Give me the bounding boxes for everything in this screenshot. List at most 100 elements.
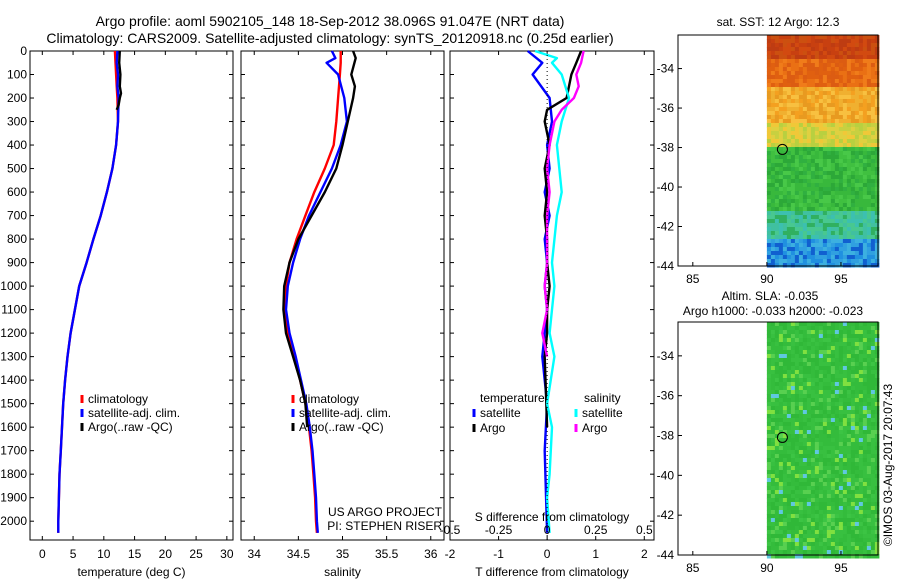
heatmap-cell	[782, 211, 788, 216]
heatmap-cell	[874, 402, 880, 407]
heatmap-cell	[782, 131, 788, 136]
heatmap-cell	[838, 183, 844, 188]
heatmap-cell	[810, 350, 816, 355]
heatmap-cell	[842, 43, 848, 48]
heatmap-cell	[814, 502, 820, 507]
heatmap-cell	[846, 398, 852, 403]
heatmap-cell	[866, 414, 872, 419]
heatmap-cell	[866, 478, 872, 483]
heatmap-cell	[858, 167, 864, 172]
heatmap-cell	[850, 175, 856, 180]
heatmap-cell	[842, 526, 848, 531]
heatmap-cell	[814, 183, 820, 188]
heatmap-cell	[798, 538, 804, 543]
heatmap-cell	[794, 191, 800, 196]
heatmap-cell	[806, 334, 812, 339]
heatmap-cell	[842, 418, 848, 423]
heatmap-cell	[826, 370, 832, 375]
heatmap-cell	[766, 87, 772, 92]
heatmap-cell	[770, 95, 776, 100]
heatmap-cell	[870, 410, 876, 415]
heatmap-cell	[854, 115, 860, 120]
heatmap-cell	[766, 530, 772, 535]
heatmap-cell	[850, 358, 856, 363]
heatmap-cell	[810, 87, 816, 92]
heatmap-cell	[830, 514, 836, 519]
heatmap-cell	[870, 522, 876, 527]
heatmap-cell	[822, 115, 828, 120]
heatmap-cell	[866, 215, 872, 220]
heatmap-cell	[786, 354, 792, 359]
heatmap-cell	[774, 243, 780, 248]
heatmap-cell	[862, 550, 868, 555]
heatmap-cell	[778, 482, 784, 487]
heatmap-cell	[818, 470, 824, 475]
heatmap-cell	[870, 394, 876, 399]
heatmap-cell	[774, 87, 780, 92]
heatmap-cell	[778, 131, 784, 136]
heatmap-cell	[858, 35, 864, 40]
heatmap-cell	[786, 502, 792, 507]
heatmap-cell	[806, 35, 812, 40]
heatmap-cell	[854, 546, 860, 551]
heatmap-cell	[858, 362, 864, 367]
heatmap-cell	[790, 127, 796, 132]
heatmap-cell	[770, 354, 776, 359]
heatmap-cell	[838, 358, 844, 363]
heatmap-cell	[870, 167, 876, 172]
heatmap-cell	[838, 326, 844, 331]
heatmap-cell	[786, 215, 792, 220]
heatmap-cell	[826, 406, 832, 411]
heatmap-cell	[834, 458, 840, 463]
heatmap-cell	[810, 406, 816, 411]
heatmap-cell	[790, 39, 796, 44]
heatmap-cell	[866, 510, 872, 515]
heatmap-cell	[778, 115, 784, 120]
heatmap-cell	[866, 99, 872, 104]
heatmap-cell	[866, 79, 872, 84]
heatmap-cell	[870, 219, 876, 224]
heatmap-cell	[782, 406, 788, 411]
heatmap-cell	[838, 478, 844, 483]
heatmap-cell	[854, 466, 860, 471]
heatmap-cell	[866, 350, 872, 355]
heatmap-cell	[782, 330, 788, 335]
heatmap-cell	[798, 107, 804, 112]
heatmap-cell	[858, 394, 864, 399]
heatmap-cell	[794, 454, 800, 459]
heatmap-cell	[806, 446, 812, 451]
heatmap-cell	[846, 478, 852, 483]
heatmap-cell	[842, 398, 848, 403]
heatmap-cell	[770, 163, 776, 168]
heatmap-cell	[870, 191, 876, 196]
heatmap-cell	[842, 51, 848, 56]
heatmap-cell	[774, 155, 780, 160]
heatmap-cell	[794, 247, 800, 252]
heatmap-cell	[782, 350, 788, 355]
heatmap-cell	[778, 219, 784, 224]
heatmap-cell	[834, 486, 840, 491]
heatmap-cell	[802, 506, 808, 511]
heatmap-cell	[790, 159, 796, 164]
heatmap-cell	[814, 490, 820, 495]
heatmap-cell	[822, 39, 828, 44]
heatmap-cell	[786, 91, 792, 96]
heatmap-cell	[850, 530, 856, 535]
heatmap-cell	[786, 418, 792, 423]
heatmap-cell	[826, 99, 832, 104]
heatmap-cell	[830, 155, 836, 160]
heatmap-cell	[862, 207, 868, 212]
heatmap-cell	[862, 458, 868, 463]
heatmap-cell	[782, 498, 788, 503]
heatmap-cell	[838, 454, 844, 459]
heatmap-cell	[814, 123, 820, 128]
heatmap-cell	[810, 402, 816, 407]
heatmap-cell	[842, 71, 848, 76]
heatmap-cell	[834, 227, 840, 232]
heatmap-cell	[854, 554, 860, 559]
heatmap-cell	[842, 390, 848, 395]
heatmap-cell	[778, 398, 784, 403]
heatmap-cell	[814, 203, 820, 208]
heatmap-cell	[830, 554, 836, 559]
